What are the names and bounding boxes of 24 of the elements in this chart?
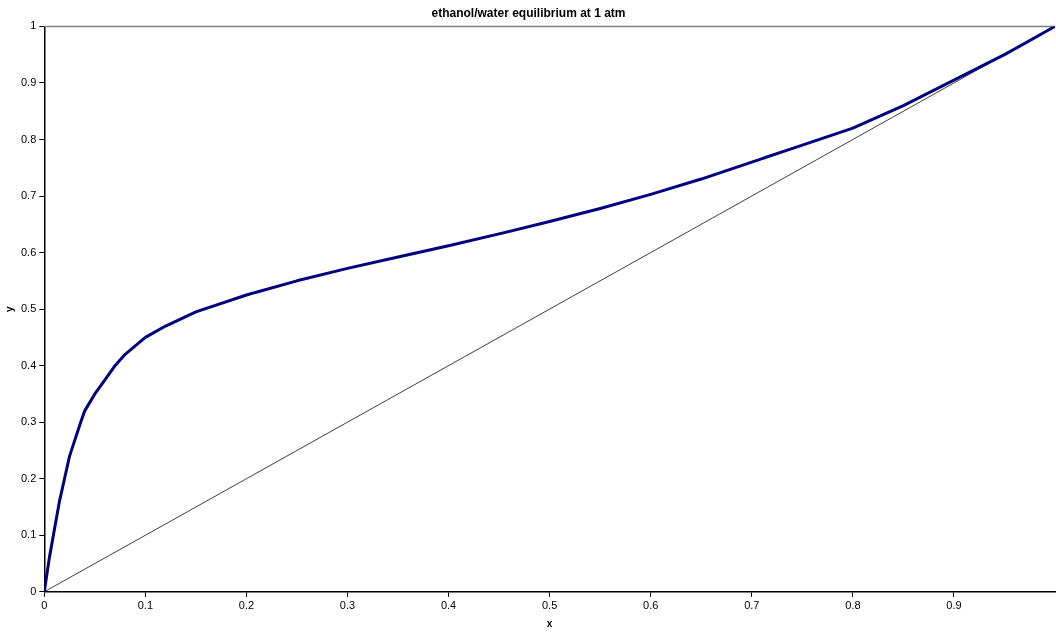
x-tick-label: 0.7 bbox=[744, 599, 760, 612]
x-tick-label: 0.2 bbox=[238, 599, 255, 612]
x-axis-title: x bbox=[546, 617, 553, 629]
y-tick-label: 0 bbox=[30, 584, 37, 597]
y-tick-label: 0.6 bbox=[20, 245, 37, 258]
y-tick-label: 0.2 bbox=[20, 471, 37, 484]
x-tick-label: 0.6 bbox=[643, 599, 659, 612]
y-tick-label: 1 bbox=[30, 19, 37, 32]
x-tick-label: 0 bbox=[41, 599, 48, 612]
y-axis-title: y bbox=[3, 305, 15, 312]
y-tick-label: 0.9 bbox=[20, 75, 37, 88]
y-tick-label: 0.8 bbox=[20, 132, 37, 145]
y-tick-label: 0.1 bbox=[20, 528, 37, 541]
y-tick-label: 0.4 bbox=[20, 358, 37, 371]
x-tick-label: 0.3 bbox=[339, 599, 356, 612]
x-tick-label: 0.9 bbox=[946, 599, 962, 612]
y-tick-label: 0.7 bbox=[20, 189, 37, 202]
y-tick-label: 0.5 bbox=[20, 302, 37, 315]
x-tick-label: 0.5 bbox=[542, 599, 558, 612]
x-tick-label: 0.8 bbox=[845, 599, 861, 612]
chart-title: ethanol/water equilibrium at 1 atm bbox=[431, 5, 626, 20]
x-tick-label: 0.4 bbox=[440, 599, 457, 612]
y-tick-label: 0.3 bbox=[20, 415, 37, 428]
x-tick-label: 0.1 bbox=[137, 599, 154, 612]
